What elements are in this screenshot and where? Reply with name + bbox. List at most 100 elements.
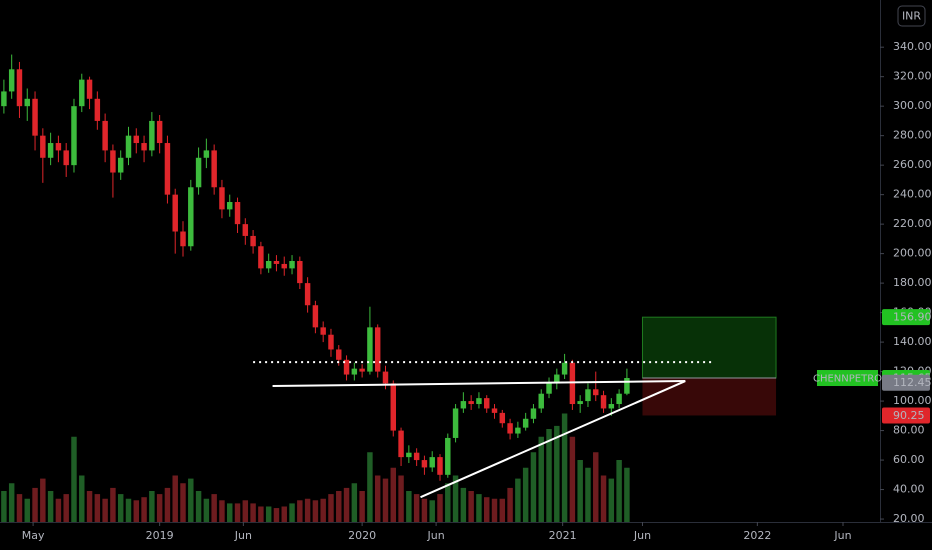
x-tick-label: Jun: [633, 529, 651, 542]
candle-body: [24, 98, 30, 107]
volume-bar: [110, 487, 116, 522]
volume-bar: [390, 467, 396, 522]
candle-body: [476, 398, 482, 405]
candle-body: [172, 194, 178, 232]
volume-bar: [8, 483, 15, 522]
volume-bar: [522, 467, 529, 522]
candle-body: [452, 408, 459, 438]
candle-body: [16, 69, 23, 107]
volume-bar: [172, 475, 178, 522]
volume-bar: [149, 491, 155, 522]
candle-body: [289, 261, 295, 269]
x-tick-label: May: [22, 529, 45, 542]
volume-bar: [16, 494, 23, 522]
y-tick-label: 180.00: [893, 276, 932, 289]
candle-body: [437, 457, 443, 475]
volume-bar: [484, 497, 490, 522]
volume-bar: [117, 494, 124, 522]
volume-bar: [258, 506, 264, 522]
x-tick-label: 2021: [549, 529, 577, 542]
volume-bar: [507, 487, 513, 522]
y-tick-label: 200.00: [893, 247, 932, 260]
stop-zone: [642, 378, 777, 416]
volume-bar: [211, 494, 217, 522]
candle-body: [593, 389, 599, 396]
trend-line: [420, 380, 686, 499]
volume-bar: [624, 467, 630, 522]
candle-body: [351, 368, 358, 375]
volume-bar: [234, 503, 241, 522]
price-label: 156.90: [893, 311, 932, 324]
x-tick-label: Jun: [234, 529, 252, 542]
candle-body: [47, 143, 54, 158]
x-tick-label: Jun: [427, 529, 445, 542]
candle-body: [616, 393, 622, 405]
volume-bar: [476, 494, 482, 522]
volume-bar: [242, 500, 249, 522]
volume-bar: [367, 452, 373, 522]
candle-body: [117, 157, 124, 173]
volume-bar: [219, 500, 225, 522]
volume-bar: [429, 500, 435, 522]
volume-bar: [359, 491, 365, 522]
candle-body: [63, 150, 69, 166]
volume-bar: [195, 491, 202, 522]
candle-body: [141, 143, 147, 151]
x-tick-label: Jun: [833, 529, 851, 542]
y-tick-label: 300.00: [893, 99, 932, 112]
candle-body: [499, 412, 506, 424]
y-tick-label: 80.00: [893, 424, 925, 437]
candle-body: [390, 383, 396, 431]
volume-bar: [312, 500, 319, 522]
x-tick-label: 2022: [743, 529, 771, 542]
volume-bar: [164, 487, 171, 522]
candle-body: [211, 150, 217, 188]
candle-body: [429, 457, 435, 468]
volume-bar: [445, 483, 451, 522]
symbol-label: CHENNPETRO: [813, 374, 882, 385]
volume-bar: [437, 494, 443, 522]
candle-body: [491, 408, 498, 413]
candle-body: [203, 150, 210, 158]
candle-body: [304, 283, 311, 306]
candle-body: [600, 395, 607, 409]
y-tick-label: 60.00: [893, 453, 925, 466]
candle-body: [227, 202, 233, 210]
candle-body: [421, 460, 428, 468]
candle-body: [156, 120, 163, 144]
volume-bar: [413, 494, 420, 522]
y-tick-label: 220.00: [893, 217, 932, 230]
volume-bar: [281, 506, 287, 522]
volume-bar: [47, 491, 54, 522]
volume-bar: [468, 491, 474, 522]
candle-body: [507, 423, 513, 434]
volume-bar: [250, 503, 256, 522]
volume-bar: [585, 467, 591, 522]
y-tick-label: 100.00: [893, 394, 932, 407]
volume-bar: [608, 478, 615, 522]
candle-body: [468, 401, 474, 405]
volume-bar: [374, 475, 381, 522]
currency-button[interactable]: [897, 5, 926, 27]
volume-bar: [79, 475, 85, 522]
candle-body: [320, 327, 326, 335]
candle-body: [86, 79, 93, 99]
volume-bar: [616, 460, 622, 522]
candle-body: [79, 79, 85, 107]
candle-body: [1, 91, 7, 107]
candle-body: [102, 120, 108, 151]
candle-body: [608, 404, 615, 409]
y-tick-label: 20.00: [893, 512, 925, 525]
candle-body: [55, 143, 62, 151]
x-tick-label: 2020: [348, 529, 376, 542]
volume-bar: [554, 425, 560, 522]
volume-bar: [421, 498, 428, 522]
candle-body: [398, 430, 404, 458]
volume-bar: [94, 494, 101, 522]
candle-body: [484, 398, 490, 409]
candle-body: [445, 437, 451, 475]
candle-body: [336, 349, 342, 360]
volume-bar: [63, 494, 69, 522]
candle-body: [406, 452, 412, 458]
